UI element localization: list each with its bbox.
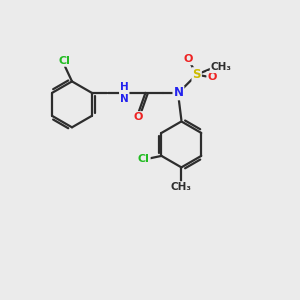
Text: H
N: H N xyxy=(120,82,129,104)
Text: S: S xyxy=(192,68,201,81)
Text: CH₃: CH₃ xyxy=(211,62,232,72)
Text: O: O xyxy=(207,72,217,82)
Text: O: O xyxy=(134,112,143,122)
Text: N: N xyxy=(173,86,183,99)
Text: Cl: Cl xyxy=(58,56,70,66)
Text: O: O xyxy=(184,54,193,64)
Text: Cl: Cl xyxy=(138,154,150,164)
Text: CH₃: CH₃ xyxy=(171,182,192,192)
